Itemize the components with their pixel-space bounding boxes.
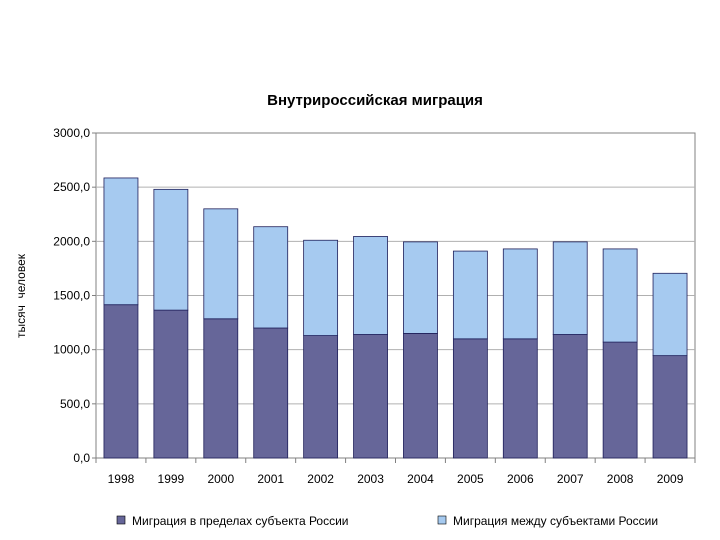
bar-between-regions-2001: [253, 226, 289, 329]
y-tick-label: 1000,0: [53, 343, 90, 357]
x-axis-ticks: 1998 1999 2000 2001 2002 2003 2004 2005 2006 2007…: [95, 458, 696, 486]
bar-within-region-2008: [602, 341, 638, 459]
y-tick-label: 0,0: [73, 451, 90, 465]
bars: [103, 177, 688, 459]
bar-within-region-2004: [403, 333, 438, 459]
bar-within-region-2000: [203, 318, 239, 459]
legend-label-series-2: Миграция между субъектами России: [453, 514, 658, 528]
bar-between-regions-2009: [652, 272, 688, 357]
x-tick-label: 2005: [457, 472, 484, 486]
legend: Миграция в пределах субъекта России Мигр…: [116, 514, 658, 528]
y-axis-ticks: 0,0 500,0 1000,0 1500,0 2000,0 2500,0 3000,0: [53, 126, 96, 465]
bar-within-region-1999: [153, 309, 189, 459]
bar-between-regions-2002: [303, 239, 339, 336]
bar-within-region-2005: [452, 338, 488, 459]
x-tick-label: 2008: [607, 472, 634, 486]
bar-between-regions-2000: [203, 208, 239, 320]
bar-within-region-2002: [303, 335, 339, 459]
legend-swatch-series-1: [116, 515, 126, 525]
bar-between-regions-1999: [153, 188, 189, 311]
x-tick-label: 2001: [257, 472, 284, 486]
y-tick-label: 3000,0: [53, 126, 90, 140]
y-tick-label: 2500,0: [53, 180, 90, 194]
x-tick-label: 1998: [108, 472, 135, 486]
x-tick-label: 2006: [507, 472, 534, 486]
x-tick-label: 2002: [307, 472, 334, 486]
x-tick-label: 1999: [158, 472, 185, 486]
bar-between-regions-2003: [353, 236, 388, 335]
x-tick-label: 2003: [357, 472, 384, 486]
bar-within-region-1998: [103, 304, 139, 459]
legend-swatch-series-2: [437, 515, 447, 525]
y-tick-label: 2000,0: [53, 234, 90, 248]
bar-within-region-2007: [552, 334, 588, 459]
y-tick-label: 500,0: [60, 397, 90, 411]
bar-within-region-2009: [652, 355, 688, 459]
x-tick-label: 2007: [557, 472, 584, 486]
y-axis-label: тысяч человек: [14, 253, 28, 338]
bar-within-region-2001: [253, 327, 289, 459]
gridlines: [96, 186, 695, 405]
bar-between-regions-2007: [552, 241, 588, 335]
legend-label-series-1: Миграция в пределах субъекта России: [132, 514, 349, 528]
bar-within-region-2003: [353, 334, 388, 459]
bar-between-regions-2006: [502, 248, 538, 340]
bar-between-regions-2008: [602, 248, 638, 343]
bar-within-region-2006: [502, 338, 538, 459]
x-tick-label: 2000: [207, 472, 234, 486]
chart-title: Внутрироссийская миграция: [267, 92, 483, 109]
bar-between-regions-1998: [103, 177, 139, 306]
x-tick-label: 2004: [407, 472, 434, 486]
y-tick-label: 1500,0: [53, 289, 90, 303]
bar-between-regions-2005: [452, 250, 488, 340]
bar-between-regions-2004: [403, 241, 438, 334]
x-tick-label: 2009: [657, 472, 684, 486]
